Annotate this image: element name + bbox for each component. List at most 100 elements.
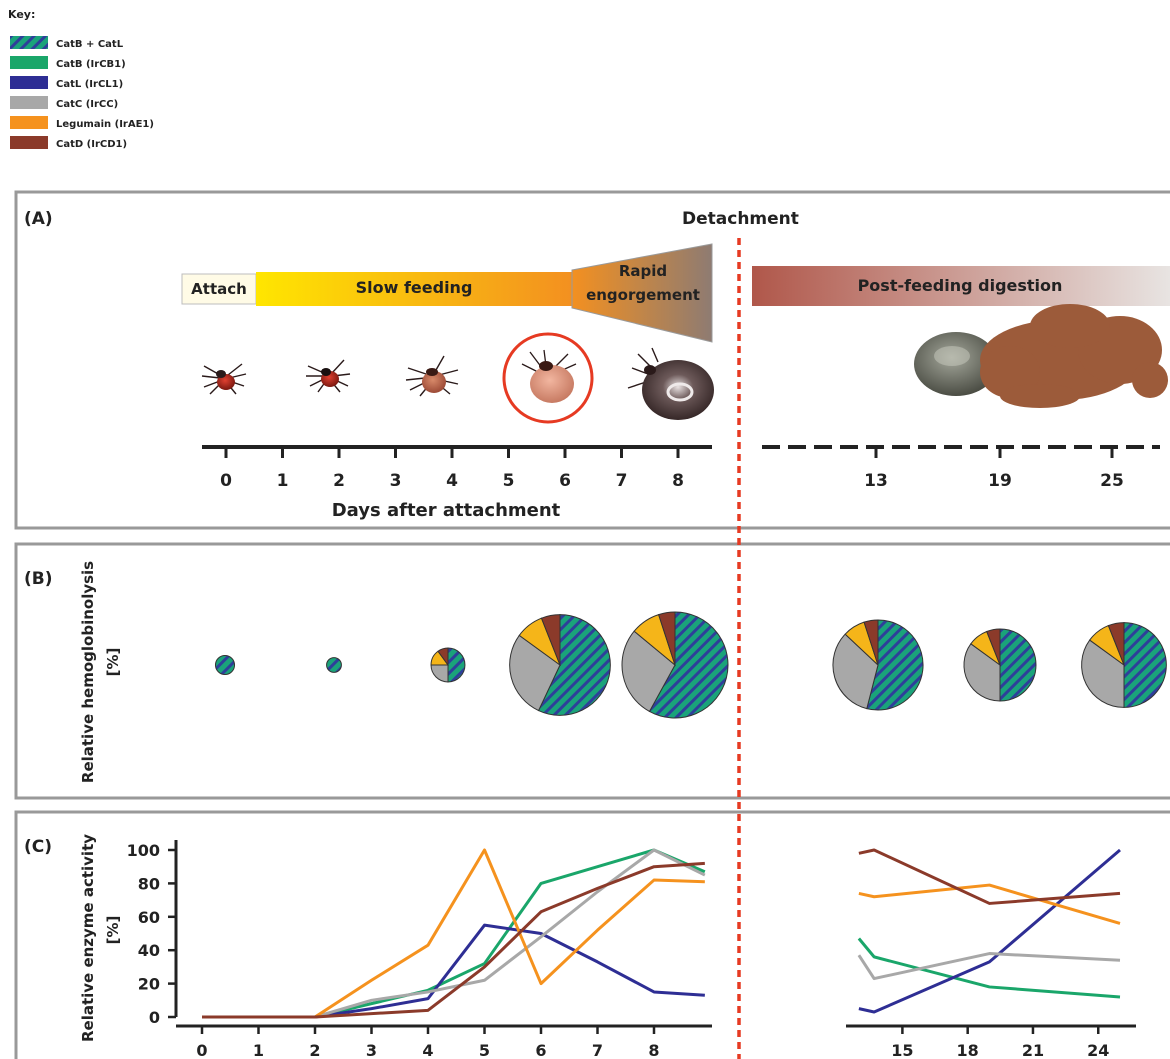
y-tick-label-100: 100 (127, 841, 160, 860)
x-tick-label-2: 2 (309, 1041, 320, 1059)
stage-rapid-label-2: engorgement (586, 286, 700, 304)
series-catl-ircl1-left (202, 923, 705, 1019)
pie-slice-catc (832, 633, 879, 710)
legend-swatch-catc-ircc (10, 96, 48, 109)
y-tick-label-40: 40 (138, 941, 160, 960)
y-tick-label-60: 60 (138, 908, 160, 927)
stage-slow-bar (256, 272, 572, 306)
egg-mass-image (980, 304, 1168, 408)
pie-day-25 (1081, 622, 1167, 708)
tick-image-day2 (306, 359, 351, 393)
x-tick-label-5: 5 (479, 1041, 490, 1059)
pie-day-8 (621, 611, 729, 719)
x-tick-label-4: 4 (422, 1041, 433, 1059)
pie-slice-catd (540, 614, 561, 666)
pie-slice-catb-catl (999, 628, 1037, 702)
day-label-25: 25 (1100, 471, 1124, 491)
y-tick-label-20: 20 (138, 975, 160, 994)
stage-slow-label: Slow feeding (356, 278, 473, 297)
x-tick-label-18: 18 (957, 1041, 979, 1059)
legend-swatch-catb-catl (10, 36, 48, 49)
panel-b-ylabel: Relative hemoglobinolysis (79, 561, 97, 783)
engorged-tick-image (914, 332, 998, 396)
panel-a-frame (14, 190, 1170, 530)
legend-label-catb-ircb1: CatB (IrCB1) (56, 59, 126, 70)
pie-slice-catd (437, 647, 449, 667)
x-tick-label-6: 6 (535, 1041, 546, 1059)
x-tick-label-7: 7 (592, 1041, 603, 1059)
panel-c-label: (C) (24, 837, 52, 857)
x-tick-label-8: 8 (648, 1041, 659, 1059)
pie-slice-catd (1107, 622, 1125, 666)
pie-slice-catb-catl (1123, 622, 1167, 708)
day-label-4: 4 (446, 471, 458, 491)
pie-slice-catd (657, 611, 676, 666)
x-tick-label-24: 24 (1087, 1041, 1109, 1059)
y-tick-label-0: 0 (149, 1008, 160, 1027)
legend-label-catl-ircl1: CatL (IrCL1) (56, 79, 123, 90)
panel-b-label: (B) (24, 569, 53, 589)
x-tick-label-3: 3 (366, 1041, 377, 1059)
pie-day-4 (430, 647, 466, 683)
stage-attach-label: Attach (191, 280, 247, 298)
pie-slice-catd (986, 628, 1001, 666)
panel-b-ylabel-unit: [%] (104, 648, 122, 677)
series-legumain-irae1-right (858, 883, 1121, 925)
legend: Key: CatB + CatL CatB (IrCB1) CatL (IrCL1)… (8, 8, 154, 150)
legend-label-catd-ircd1: CatD (IrCD1) (56, 139, 127, 150)
panel-b-frame (14, 542, 1170, 800)
pie-slice-catc (621, 630, 676, 713)
panel-c-ylabel: Relative enzyme activity (79, 834, 97, 1042)
pie-slice-catb-catl (447, 647, 466, 683)
stage-post-bar (752, 266, 1170, 306)
pie-day-6 (509, 614, 611, 716)
day-label-13: 13 (864, 471, 888, 491)
panel-c-frame (14, 810, 1170, 1059)
day-label-5: 5 (503, 471, 515, 491)
line-chart: 0 20 40 60 80 100 0 1 2 3 4 5 6 7 8 15 18 21 24 (127, 840, 1136, 1059)
tick-image-day0 (201, 363, 247, 395)
day-label-8: 8 (672, 471, 684, 491)
day-label-0: 0 (220, 471, 232, 491)
legend-swatch-catl-ircl1 (10, 76, 48, 89)
series-catd-ircd1-right (858, 848, 1121, 905)
legend-label-legumain-irae1: Legumain (IrAE1) (56, 119, 154, 130)
tick-image-day6 (502, 332, 594, 424)
stage-rapid-label-1: Rapid (619, 262, 667, 280)
day-label-3: 3 (390, 471, 402, 491)
stage-bars: Attach Slow feeding Rapid engorgement Po… (181, 243, 1170, 343)
pie-slice-catb-catl (866, 619, 924, 711)
pie-slice-catc (509, 634, 561, 712)
tick-image-day8 (627, 347, 714, 420)
legend-swatch-legumain-irae1 (10, 116, 48, 129)
legend-title: Key: (8, 8, 35, 21)
panel-a-axis-title: Days after attachment (332, 500, 561, 521)
pie-slice-catb-catl (214, 654, 236, 676)
x-tick-label-0: 0 (196, 1041, 207, 1059)
x-tick-label-1: 1 (253, 1041, 264, 1059)
pie-day-0 (214, 654, 236, 676)
series-catc-ircc-right (857, 952, 1121, 981)
day-label-2: 2 (333, 471, 345, 491)
pie-slice-catc (1081, 639, 1125, 708)
day-label-1: 1 (277, 471, 289, 491)
panel-c-ylabel-unit: [%] (104, 916, 122, 945)
highlight-circle (502, 332, 594, 424)
pie-day-19 (963, 628, 1037, 702)
pie-day-13 (832, 619, 924, 711)
pie-slice-catc (963, 643, 1001, 702)
pie-slice-catc (430, 664, 449, 683)
pie-slice-catb-catl (537, 614, 611, 716)
y-tick-label-80: 80 (138, 874, 160, 893)
pie-day-2 (326, 657, 342, 673)
tick-images (201, 304, 1168, 424)
pie-slice-catd (863, 619, 879, 666)
x-tick-label-15: 15 (891, 1041, 913, 1059)
pie-charts (214, 611, 1167, 719)
tick-image-day4 (405, 355, 459, 397)
day-label-6: 6 (559, 471, 571, 491)
day-label-19: 19 (988, 471, 1012, 491)
series-catl-ircl1-right (858, 848, 1121, 1014)
series-catb-ircb1-right (857, 937, 1121, 999)
